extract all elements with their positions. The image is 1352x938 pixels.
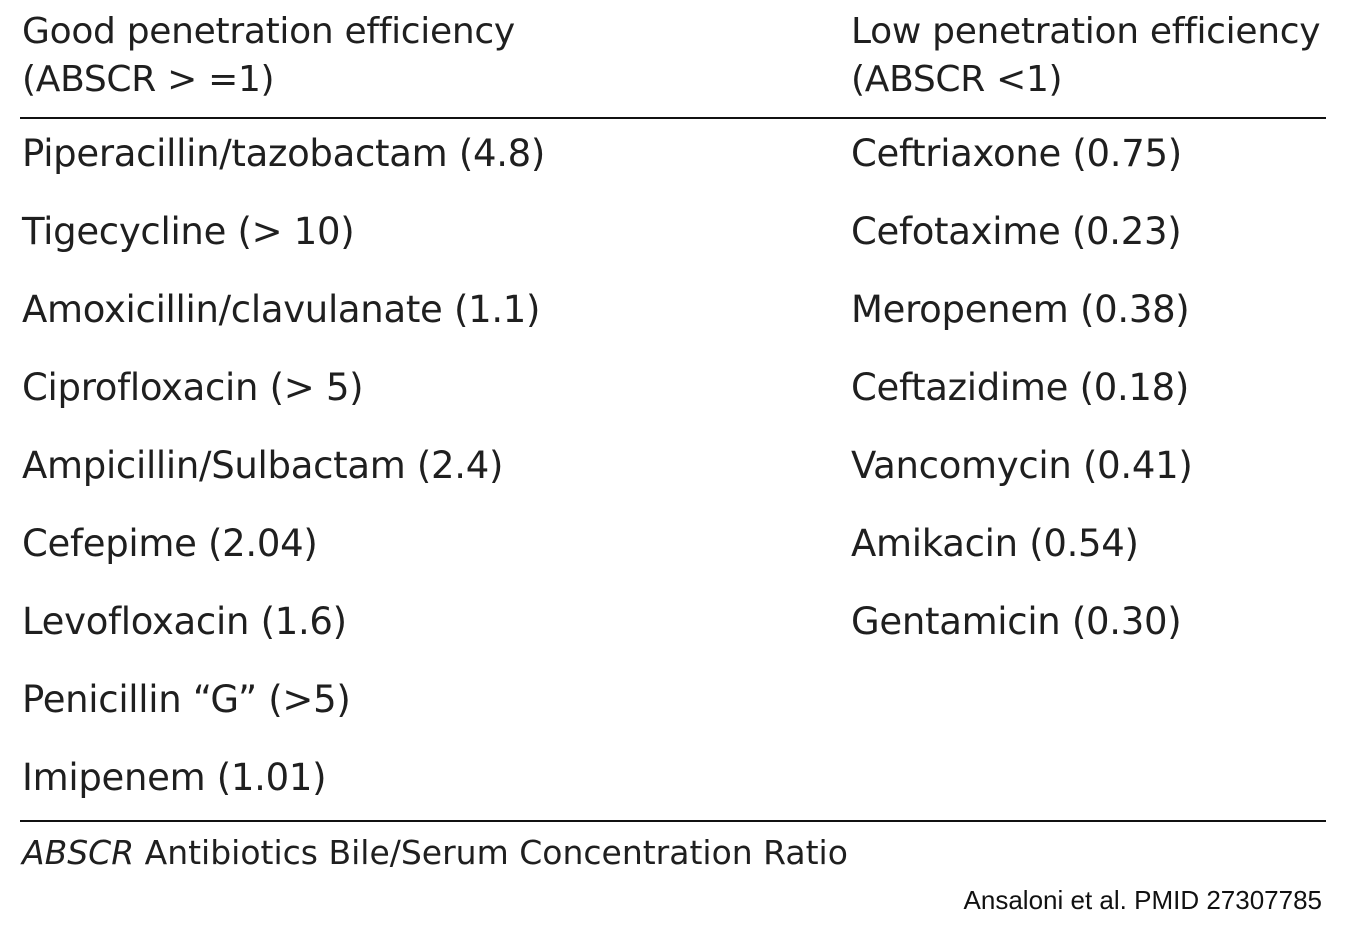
table-body: Piperacillin/tazobactam (4.8) Ceftriaxon… (0, 128, 1352, 830)
table-row: Cefepime (2.04) Amikacin (0.54) (0, 518, 1352, 596)
good-penetration-cell: Piperacillin/tazobactam (4.8) (22, 132, 546, 175)
low-penetration-cell: Gentamicin (0.30) (851, 600, 1182, 643)
good-penetration-cell: Penicillin “G” (>5) (22, 678, 351, 721)
column-header-good-line2: (ABSCR > =1) (22, 59, 275, 100)
good-penetration-cell: Ciprofloxacin (> 5) (22, 366, 364, 409)
low-penetration-cell: Vancomycin (0.41) (851, 444, 1193, 487)
footer-divider (20, 820, 1326, 822)
column-header-low-penetration: Low penetration efficiency (ABSCR <1) (851, 8, 1321, 104)
good-penetration-cell: Amoxicillin/clavulanate (1.1) (22, 288, 541, 331)
table-header: Good penetration efficiency (ABSCR > =1)… (0, 8, 1352, 108)
low-penetration-cell: Amikacin (0.54) (851, 522, 1139, 565)
column-header-low-line2: (ABSCR <1) (851, 59, 1063, 100)
footnote-abbreviation: ABSCR (22, 833, 135, 872)
good-penetration-cell: Imipenem (1.01) (22, 756, 327, 799)
low-penetration-cell: Ceftriaxone (0.75) (851, 132, 1182, 175)
low-penetration-cell: Ceftazidime (0.18) (851, 366, 1190, 409)
table-row: Levofloxacin (1.6) Gentamicin (0.30) (0, 596, 1352, 674)
good-penetration-cell: Cefepime (2.04) (22, 522, 318, 565)
table-row: Penicillin “G” (>5) (0, 674, 1352, 752)
table-row: Imipenem (1.01) (0, 752, 1352, 830)
table-row: Tigecycline (> 10) Cefotaxime (0.23) (0, 206, 1352, 284)
low-penetration-cell: Meropenem (0.38) (851, 288, 1190, 331)
header-divider (20, 117, 1326, 119)
column-header-good-line1: Good penetration efficiency (22, 11, 515, 52)
citation: Ansaloni et al. PMID 27307785 (963, 885, 1322, 915)
column-header-good-penetration: Good penetration efficiency (ABSCR > =1) (22, 8, 515, 104)
table-row: Ampicillin/Sulbactam (2.4) Vancomycin (0… (0, 440, 1352, 518)
footnote-definition: Antibiotics Bile/Serum Concentration Rat… (134, 833, 848, 872)
table-row: Ciprofloxacin (> 5) Ceftazidime (0.18) (0, 362, 1352, 440)
good-penetration-cell: Levofloxacin (1.6) (22, 600, 347, 643)
table-footnote: ABSCR Antibiotics Bile/Serum Concentrati… (22, 830, 848, 876)
good-penetration-cell: Tigecycline (> 10) (22, 210, 355, 253)
good-penetration-cell: Ampicillin/Sulbactam (2.4) (22, 444, 504, 487)
table-row: Piperacillin/tazobactam (4.8) Ceftriaxon… (0, 128, 1352, 206)
column-header-low-line1: Low penetration efficiency (851, 11, 1321, 52)
table-row: Amoxicillin/clavulanate (1.1) Meropenem … (0, 284, 1352, 362)
low-penetration-cell: Cefotaxime (0.23) (851, 210, 1182, 253)
